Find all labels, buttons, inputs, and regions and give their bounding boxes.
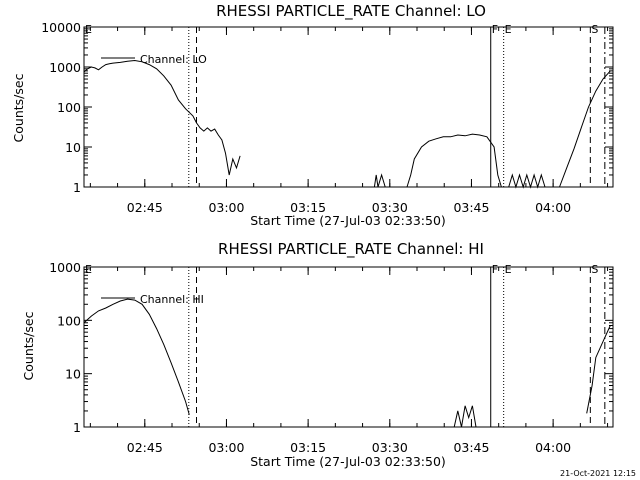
lo-event-marker-label: S	[591, 23, 598, 36]
generation-timestamp: 21-Oct-2021 12:15	[560, 469, 636, 478]
lo-y-tick-label: 10000	[41, 20, 81, 35]
hi-x-tick-label: 03:30	[372, 440, 408, 455]
hi-series-segment-1	[453, 405, 477, 428]
hi-x-tick-label: 03:00	[208, 440, 244, 455]
hi-y-tick-label: 1000	[49, 260, 81, 275]
lo-channel-panel: RHESSI PARTICLE_RATE Channel: LO Start T…	[11, 2, 614, 228]
lo-series-segment-1	[373, 173, 386, 188]
hi-event-marker-label: E	[85, 263, 92, 276]
lo-x-tick-label: 02:45	[127, 200, 163, 215]
lo-y-axis-label: Counts/sec	[11, 73, 26, 142]
lo-x-tick-label: 03:45	[453, 200, 489, 215]
lo-x-tick-label: 03:30	[372, 200, 408, 215]
lo-event-marker-label: E	[85, 23, 92, 36]
lo-y-tick-label: 10	[65, 140, 81, 155]
lo-x-tick-label: 04:00	[535, 200, 571, 215]
lo-x-tick-label: 03:15	[290, 200, 326, 215]
lo-series-segment-0	[83, 59, 241, 176]
lo-chart-title: RHESSI PARTICLE_RATE Channel: LO	[216, 2, 486, 21]
hi-x-axis-label: Start Time (27-Jul-03 02:33:50)	[250, 454, 446, 469]
lo-series-segment-4	[559, 70, 611, 188]
lo-series-segment-2	[406, 133, 502, 188]
lo-x-tick-label: 03:00	[208, 200, 244, 215]
hi-x-tick-label: 03:15	[290, 440, 326, 455]
hi-y-tick-label: 1	[73, 420, 81, 435]
lo-y-tick-label: 1000	[49, 60, 81, 75]
hi-chart-title: RHESSI PARTICLE_RATE Channel: HI	[218, 240, 484, 259]
hi-series-segment-0	[83, 298, 190, 415]
hi-channel-panel: RHESSI PARTICLE_RATE Channel: HI Start T…	[21, 240, 614, 469]
hi-legend-label: Channel: HI	[140, 293, 204, 306]
lo-plot-frame	[83, 26, 614, 188]
hi-x-tick-label: 02:45	[127, 440, 163, 455]
hi-event-marker-label: E	[505, 263, 512, 276]
lo-x-axis-label: Start Time (27-Jul-03 02:33:50)	[250, 213, 446, 228]
hi-y-tick-label: 10	[65, 367, 81, 382]
hi-y-tick-label: 100	[57, 313, 81, 328]
lo-y-tick-label: 100	[57, 100, 81, 115]
hi-event-marker-label: F	[492, 263, 498, 276]
lo-event-marker-label: E	[505, 23, 512, 36]
lo-y-tick-label: 1	[73, 180, 81, 195]
lo-series-segment-3	[508, 173, 546, 189]
hi-y-axis-label: Counts/sec	[21, 311, 36, 380]
hi-series-segment-2	[586, 325, 611, 414]
lo-event-marker-label: F	[492, 23, 498, 36]
lo-legend-label: Channel: LO	[140, 53, 207, 66]
hi-x-tick-label: 04:00	[535, 440, 571, 455]
hi-plot-frame	[83, 266, 614, 428]
hi-event-marker-label: S	[591, 263, 598, 276]
hi-x-tick-label: 03:45	[453, 440, 489, 455]
